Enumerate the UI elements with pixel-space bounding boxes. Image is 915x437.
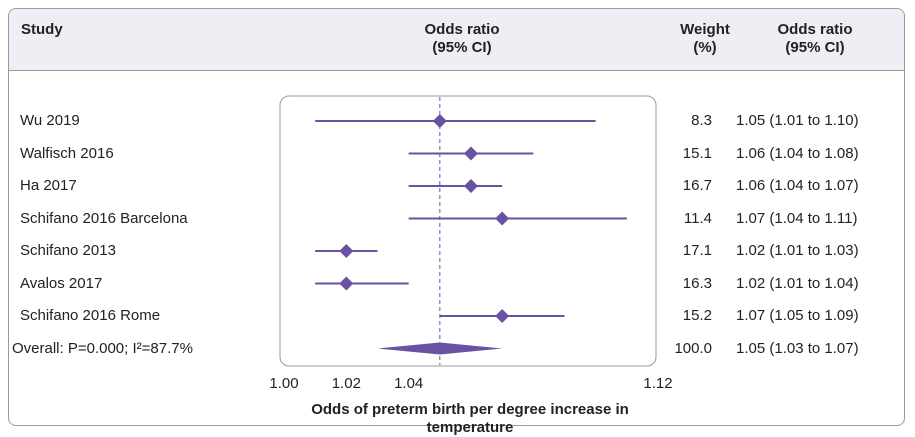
study-weight: 16.3	[682, 274, 712, 292]
x-tick-label: 1.00	[269, 375, 298, 392]
study-name: Schifano 2016 Barcelona	[20, 209, 188, 227]
point-estimate	[464, 179, 478, 193]
study-odds-ratio: 1.07 (1.04 to 1.11)	[736, 209, 858, 227]
study-name: Walfisch 2016	[20, 144, 114, 162]
study-odds-ratio: 1.07 (1.05 to 1.09)	[736, 307, 859, 324]
point-estimate	[339, 276, 354, 291]
study-odds-ratio: 1.02 (1.01 to 1.04)	[736, 274, 859, 292]
x-tick-label: 1.12	[643, 375, 672, 392]
overall-diamond	[377, 342, 503, 355]
study-weight: 16.7	[682, 177, 712, 194]
x-tick-label: 1.02	[332, 375, 361, 392]
study-odds-ratio: 1.05 (1.01 to 1.10)	[736, 112, 859, 129]
point-estimate	[432, 114, 447, 128]
study-weight: 11.4	[683, 209, 712, 227]
point-estimate	[495, 309, 510, 323]
overall-odds-ratio: 1.05 (1.03 to 1.07)	[736, 339, 859, 357]
study-name: Schifano 2016 Rome	[20, 307, 161, 324]
study-odds-ratio: 1.02 (1.01 to 1.03)	[736, 242, 859, 259]
study-name: Wu 2019	[20, 112, 80, 129]
study-odds-ratio: 1.06 (1.04 to 1.08)	[736, 144, 859, 162]
x-tick-label: 1.04	[394, 375, 423, 392]
point-estimate	[339, 244, 354, 258]
study-weight: 15.2	[682, 307, 712, 324]
study-name: Ha 2017	[20, 177, 77, 194]
header-odds-ratio-ci: Odds ratio (95% CI)	[777, 21, 853, 56]
study-weight: 17.1	[682, 242, 712, 259]
point-estimate	[464, 146, 478, 161]
study-weight: 15.1	[682, 144, 712, 162]
plot-panel	[279, 95, 657, 367]
header-weight: Weight (%)	[680, 21, 730, 56]
forest-plot-frame: Study Odds ratio (95% CI) Weight (%) Odd…	[8, 8, 905, 426]
header-odds-ratio-plot: Odds ratio (95% CI)	[424, 21, 500, 56]
overall-label: Overall: P=0.000; I²=87.7%	[12, 339, 193, 357]
point-estimate	[495, 211, 510, 226]
header-study: Study	[21, 21, 63, 38]
table-header: Study Odds ratio (95% CI) Weight (%) Odd…	[9, 9, 904, 71]
study-name: Avalos 2017	[20, 274, 103, 292]
study-odds-ratio: 1.06 (1.04 to 1.07)	[736, 177, 859, 194]
study-weight: 8.3	[691, 112, 712, 129]
overall-weight: 100.0	[674, 339, 712, 357]
study-name: Schifano 2013	[20, 242, 116, 259]
